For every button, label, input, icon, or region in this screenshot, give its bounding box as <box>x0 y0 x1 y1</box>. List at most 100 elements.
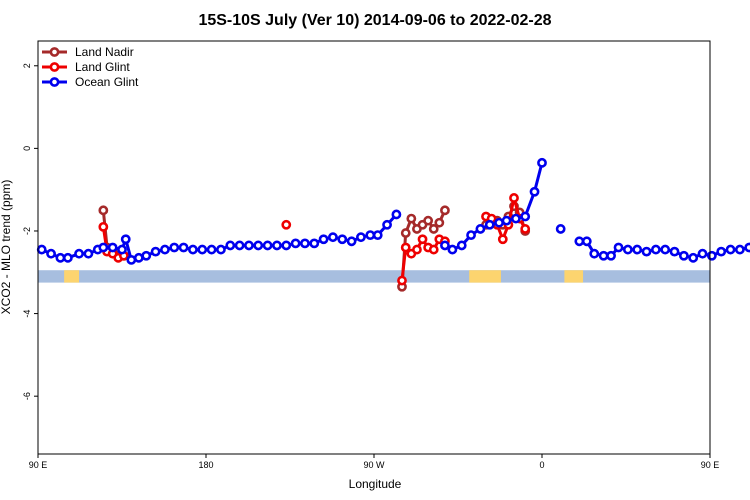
land-band-segment <box>469 270 501 283</box>
legend-label-ocean-glint: Ocean Glint <box>75 75 139 89</box>
data-point-ocean-glint <box>669 246 680 257</box>
legend-marker-ocean-glint <box>49 77 60 87</box>
data-point-ocean-glint <box>650 244 661 255</box>
data-point-ocean-glint <box>46 248 56 259</box>
data-point-ocean-glint <box>660 244 671 255</box>
data-point-ocean-glint <box>150 246 161 257</box>
data-point-ocean-glint <box>598 250 609 261</box>
data-point-land-nadir <box>428 224 439 234</box>
data-point-ocean-glint <box>253 240 264 251</box>
data-point-ocean-glint <box>290 238 301 249</box>
y-tick-label: -2 <box>22 227 32 235</box>
data-point-ocean-glint <box>62 252 73 263</box>
data-point-ocean-glint <box>734 244 745 255</box>
data-point-ocean-glint <box>725 244 736 255</box>
data-point-land-glint <box>417 234 428 245</box>
y-tick-label: 0 <box>22 146 32 151</box>
data-point-land-glint <box>412 244 422 255</box>
y-tick-label: 2 <box>22 63 32 68</box>
data-point-ocean-glint <box>318 234 329 245</box>
data-point-ocean-glint <box>234 240 245 251</box>
data-point-land-nadir <box>406 213 417 224</box>
data-point-land-nadir <box>440 205 450 216</box>
data-point-ocean-glint <box>456 240 467 251</box>
data-point-ocean-glint <box>382 219 392 230</box>
land-band-segment <box>564 270 584 283</box>
data-point-ocean-glint <box>55 252 66 263</box>
data-point-ocean-glint <box>622 244 633 255</box>
data-point-ocean-glint <box>520 211 531 222</box>
data-point-ocean-glint <box>744 242 750 253</box>
legend-label-land-glint: Land Glint <box>75 60 130 74</box>
x-tick-label: 90 E <box>29 460 48 470</box>
data-point-land-glint <box>428 244 439 255</box>
data-point-land-nadir <box>98 205 109 216</box>
data-point-ocean-glint <box>337 234 348 245</box>
data-point-ocean-glint <box>510 213 521 224</box>
data-point-ocean-glint <box>391 209 402 220</box>
data-point-ocean-glint <box>706 250 717 261</box>
data-point-land-glint <box>397 275 407 286</box>
data-point-ocean-glint <box>206 244 217 255</box>
data-point-land-glint <box>509 193 519 203</box>
ocean-band <box>38 270 710 283</box>
data-point-ocean-glint <box>281 240 292 251</box>
data-point-ocean-glint <box>225 240 236 251</box>
data-point-land-glint <box>400 242 411 253</box>
data-point-ocean-glint <box>107 242 118 253</box>
data-point-ocean-glint <box>372 230 383 241</box>
data-point-ocean-glint <box>272 240 282 251</box>
data-point-ocean-glint <box>716 246 727 257</box>
data-point-ocean-glint <box>697 248 708 259</box>
data-point-ocean-glint <box>574 236 585 247</box>
data-point-ocean-glint <box>216 244 226 255</box>
series-layer <box>36 157 750 292</box>
data-point-ocean-glint <box>447 244 458 255</box>
data-point-ocean-glint <box>641 246 652 257</box>
y-axis-label: XCO2 - MLO trend (ppm) <box>0 180 13 315</box>
data-point-ocean-glint <box>494 217 504 228</box>
data-point-ocean-glint <box>188 244 198 255</box>
data-point-land-glint <box>281 219 292 230</box>
data-point-ocean-glint <box>262 240 273 251</box>
data-point-ocean-glint <box>484 219 495 230</box>
data-point-land-glint <box>497 234 508 245</box>
data-point-land-nadir <box>423 215 434 226</box>
data-point-ocean-glint <box>169 242 180 253</box>
data-point-ocean-glint <box>440 240 450 251</box>
data-point-ocean-glint <box>537 157 547 168</box>
x-axis: 90 E 180 90 W 0 90 E <box>29 454 719 470</box>
data-point-ocean-glint <box>529 186 540 197</box>
data-point-ocean-glint <box>98 242 109 253</box>
data-point-land-glint <box>520 224 531 234</box>
data-point-ocean-glint <box>178 242 189 253</box>
land-ocean-band <box>38 270 710 283</box>
data-point-ocean-glint <box>613 242 624 253</box>
data-point-ocean-glint <box>133 252 144 263</box>
y-tick-label: -6 <box>22 392 32 400</box>
data-point-ocean-glint <box>475 224 486 234</box>
y-axis: 2 0 -2 -4 -6 <box>22 63 38 400</box>
data-point-ocean-glint <box>160 244 170 255</box>
data-point-ocean-glint <box>300 238 310 249</box>
data-point-ocean-glint <box>678 250 689 261</box>
data-point-ocean-glint <box>346 236 357 247</box>
data-point-ocean-glint <box>141 250 152 261</box>
data-point-ocean-glint <box>555 224 566 234</box>
data-point-ocean-glint <box>36 244 47 255</box>
series-land-glint <box>98 193 531 286</box>
data-point-ocean-glint <box>74 248 84 259</box>
data-point-ocean-glint <box>632 244 643 255</box>
x-tick-label: 90 W <box>363 460 385 470</box>
data-point-ocean-glint <box>365 230 376 241</box>
legend-marker-land-nadir <box>49 47 60 57</box>
data-point-ocean-glint <box>466 230 476 241</box>
data-point-ocean-glint <box>309 238 320 249</box>
data-point-ocean-glint <box>581 236 592 247</box>
data-point-ocean-glint <box>197 244 208 255</box>
data-point-ocean-glint <box>83 248 94 259</box>
data-point-land-glint <box>98 221 109 232</box>
data-point-ocean-glint <box>606 250 616 261</box>
